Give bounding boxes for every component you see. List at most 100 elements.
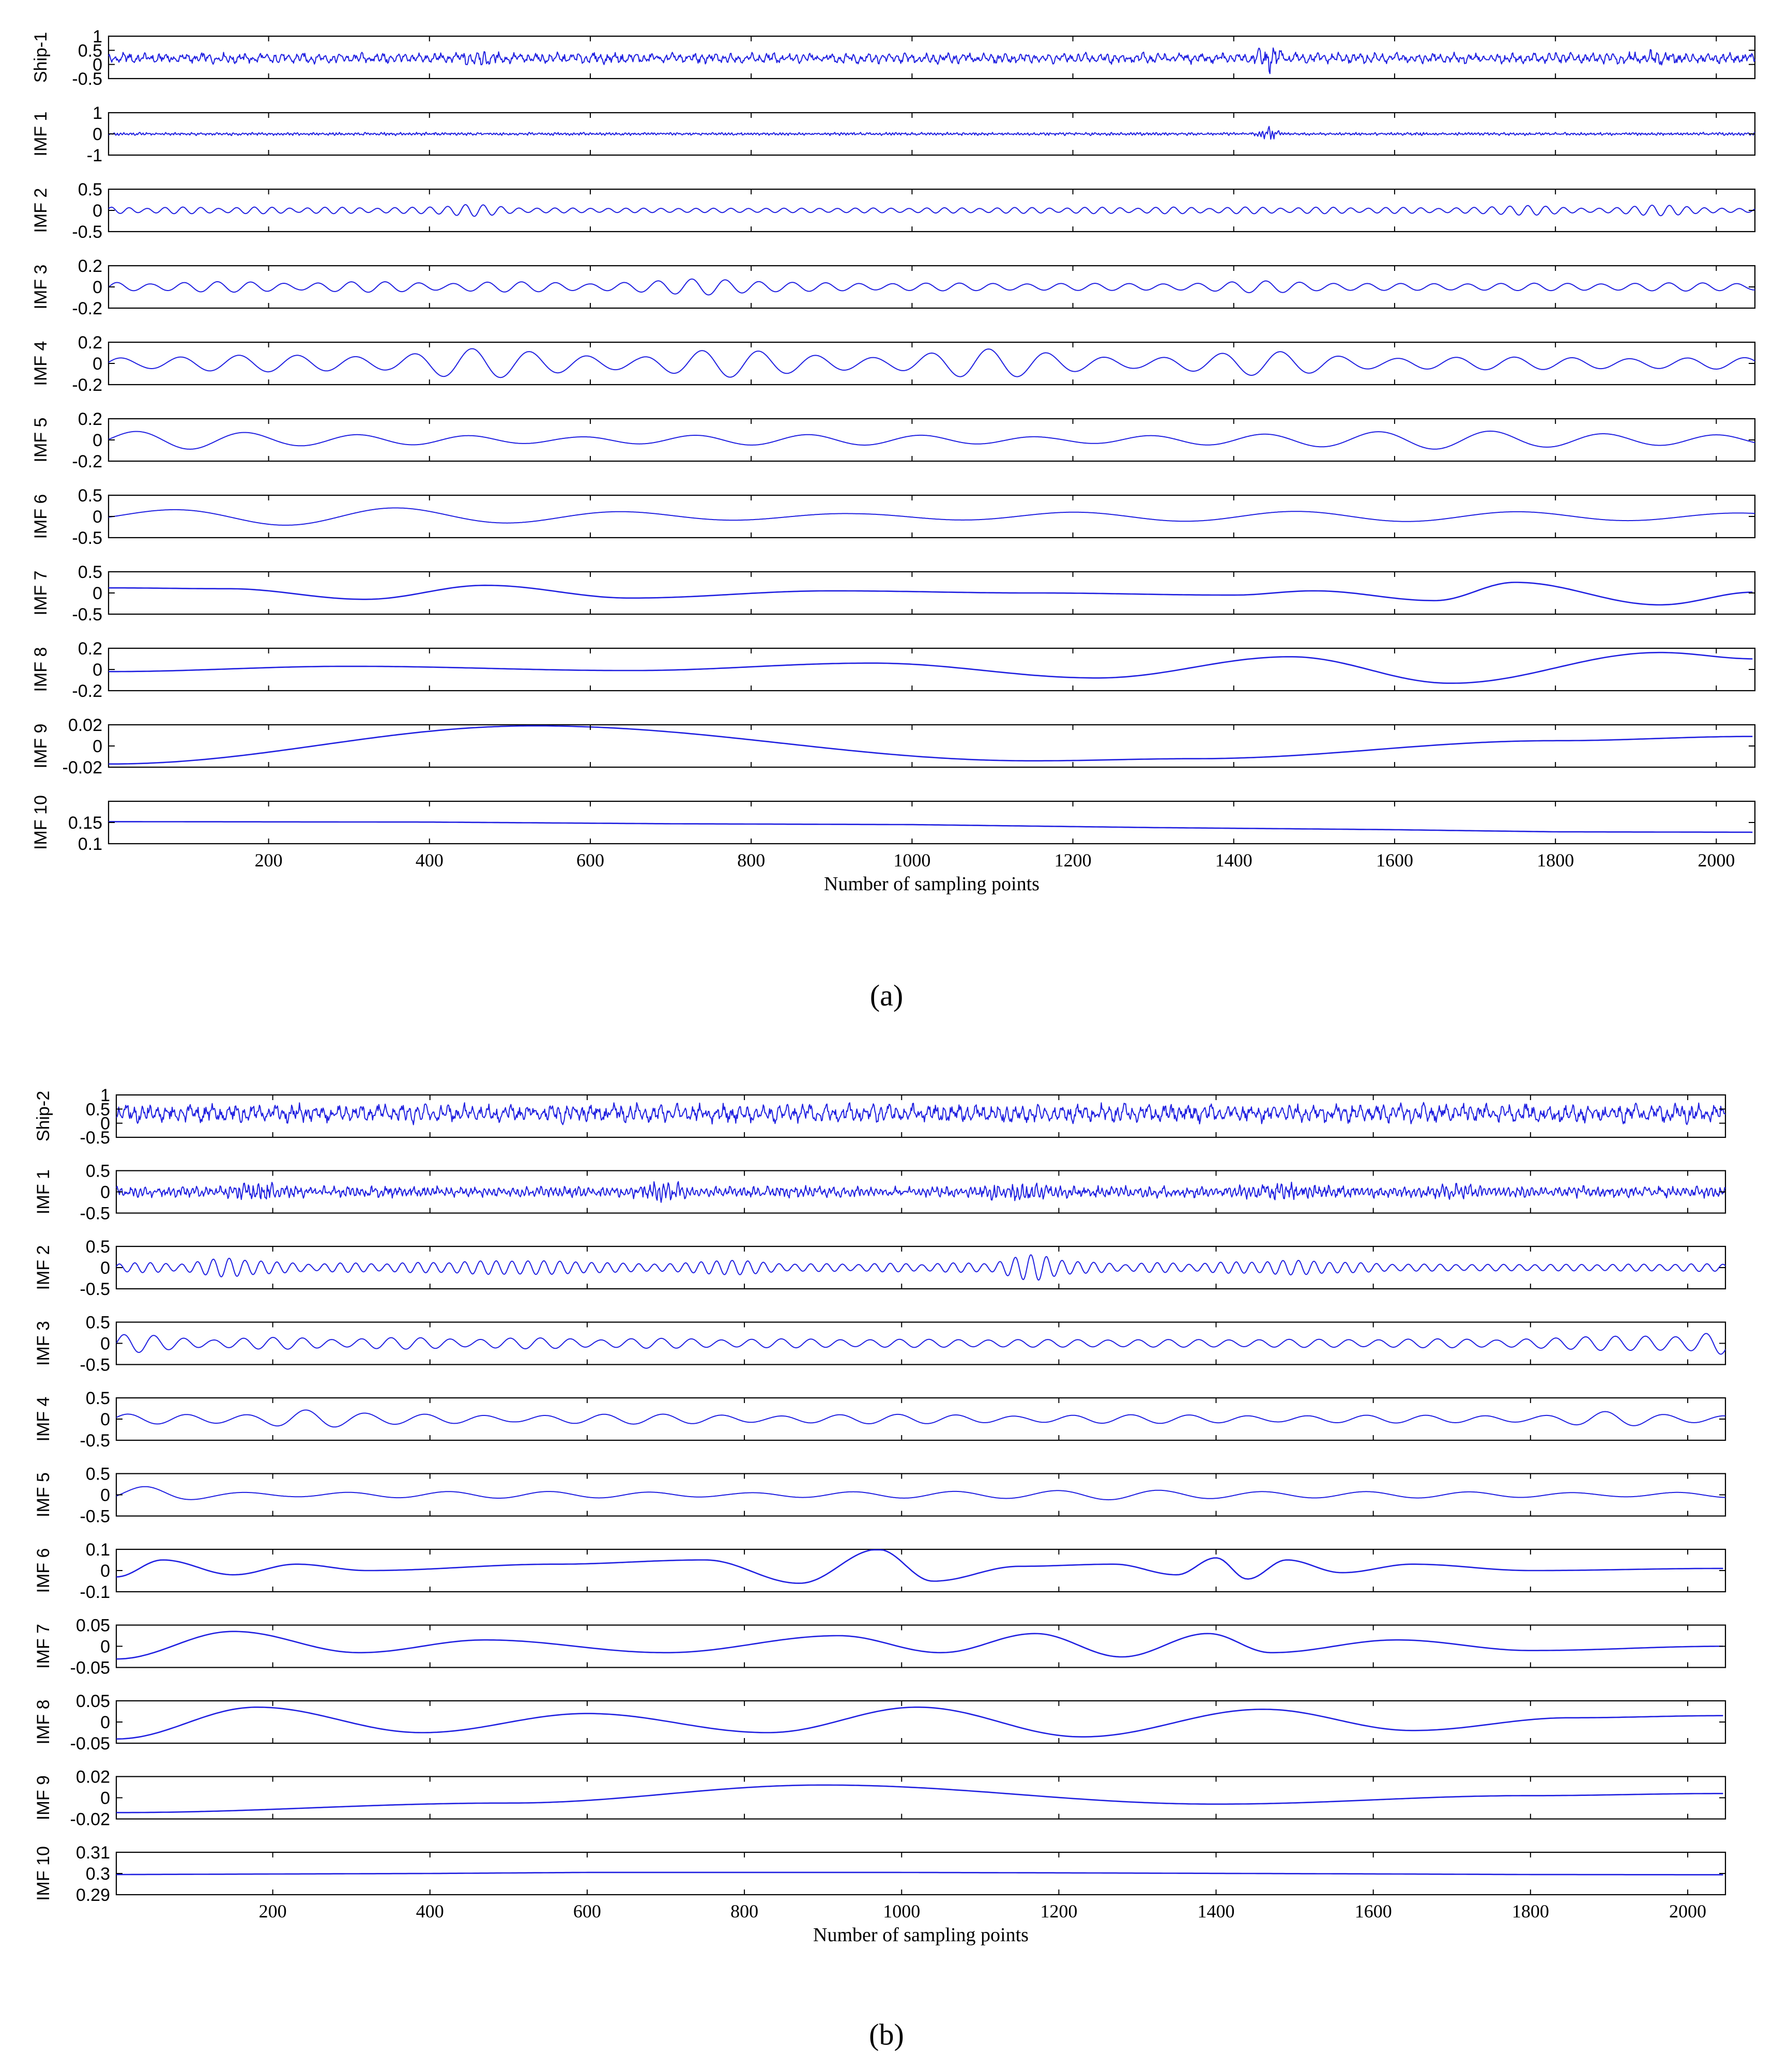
y-tick-label: -0.2	[72, 375, 102, 395]
signal-line	[108, 204, 1755, 217]
x-axis-label: Number of sampling points	[824, 873, 1040, 895]
y-tick-label: -0.02	[63, 758, 103, 778]
axes-box	[108, 35, 1756, 80]
y-tick-label: 0	[93, 55, 102, 75]
subplot-ship-1: 10.50-0.5 Ship-1	[31, 27, 1756, 89]
x-axis-label: Number of sampling points	[813, 1924, 1029, 1946]
y-axis-label: IMF 1	[34, 1169, 53, 1214]
y-axis-label: IMF 2	[31, 188, 51, 233]
y-axis-label: IMF 9	[31, 724, 51, 769]
y-tick-label: -0.5	[80, 1507, 110, 1527]
subplot-imf-6: 0.10-0.1 IMF 6	[34, 1540, 1726, 1602]
y-tick-label: 0	[93, 431, 102, 450]
signal-line	[109, 725, 1753, 765]
y-tick-label: 0.02	[76, 1768, 110, 1787]
y-tick-label: -0.2	[72, 681, 102, 701]
x-tick-label: 2000	[1669, 1901, 1706, 1922]
y-tick-label: 0.1	[86, 1540, 110, 1560]
y-tick-label: 0	[93, 125, 102, 144]
y-tick-label: 0	[93, 354, 102, 374]
subplot-imf-2: 0.50-0.5 IMF 2	[31, 180, 1756, 242]
y-tick-label: 1	[93, 103, 102, 123]
y-tick-label: 0	[93, 660, 102, 680]
signal-line	[116, 1871, 1723, 1876]
subplot-imf-6: 0.50-0.5 IMF 6	[31, 486, 1756, 548]
y-tick-label: 0.2	[78, 409, 102, 429]
x-tick-label: 1000	[893, 850, 930, 871]
subplot-imf-5: 0.5 0 -0.5 IMF 5	[34, 1465, 1726, 1527]
y-tick-label: 0	[93, 584, 102, 603]
y-tick-label: -0.5	[72, 69, 102, 89]
y-axis-label: IMF 4	[31, 341, 51, 386]
x-tick-label: 1200	[1040, 1901, 1077, 1922]
y-tick-label: 0.02	[68, 715, 102, 735]
subplot-imf-5: 0.2 0 -0.2 IMF 5	[31, 409, 1756, 471]
x-tick-label: 1800	[1537, 850, 1574, 871]
signal-line	[116, 1102, 1726, 1125]
y-axis-label: IMF 10	[34, 1846, 53, 1901]
y-tick-label: -0.05	[70, 1734, 111, 1754]
y-tick-label: 0.5	[86, 1100, 110, 1119]
signal-line	[116, 1549, 1723, 1584]
x-tick-label: 400	[416, 850, 444, 871]
y-tick-label: -0.2	[72, 452, 102, 471]
y-axis-label: IMF 7	[34, 1624, 53, 1669]
y-tick-label: 0.5	[78, 180, 102, 200]
x-tick-label: 200	[255, 850, 283, 871]
y-axis-label: IMF 2	[34, 1245, 53, 1290]
y-axis-label: IMF 8	[31, 647, 51, 692]
y-tick-label: -1	[87, 146, 102, 165]
signal-line	[109, 582, 1753, 606]
y-tick-label: 0.29	[76, 1885, 110, 1905]
y-tick-label: -0.05	[70, 1658, 111, 1678]
y-tick-label: -0.02	[70, 1810, 111, 1830]
y-tick-label: -0.5	[72, 605, 102, 624]
y-tick-label: -0.5	[80, 1431, 110, 1451]
y-tick-label: 0	[100, 1637, 110, 1657]
y-tick-label: 0.15	[68, 813, 102, 833]
subplot-imf-9: 0.02 0 -0.02 IMF 9	[34, 1768, 1726, 1830]
subplot-imf-1: 1 0 -1 IMF 1	[31, 103, 1756, 165]
subplot-imf-2: 0.50-0.5 IMF 2	[34, 1237, 1726, 1299]
signal-line	[109, 821, 1753, 833]
y-tick-label: 0	[100, 1789, 110, 1808]
signal-line	[108, 47, 1755, 74]
x-tick-label: 1600	[1355, 1901, 1392, 1922]
y-tick-label: 0.2	[78, 639, 102, 659]
y-tick-label: -0.2	[72, 299, 102, 318]
x-tick-label: 200	[259, 1901, 287, 1922]
x-tick-label: 1000	[883, 1901, 920, 1922]
subplot-imf-9: 0.02 0 -0.02 IMF 9	[31, 715, 1756, 778]
y-tick-label: 0.3	[86, 1864, 110, 1884]
subplot-imf-10: 0.310.30.29 IMF 10	[34, 1843, 1726, 1905]
x-tick-label: 1200	[1054, 850, 1092, 871]
y-axis-label: IMF 9	[34, 1775, 53, 1820]
y-axis-label: IMF 10	[31, 795, 51, 850]
signal-line	[108, 126, 1755, 140]
subplot-ship-2: 10.50-0.5 Ship-2	[34, 1086, 1726, 1148]
y-tick-label: 0	[100, 1334, 110, 1354]
y-tick-label: 0	[100, 1114, 110, 1134]
x-tick-label: 2000	[1698, 850, 1735, 871]
x-tick-label: 600	[576, 850, 604, 871]
signal-line	[108, 278, 1755, 296]
y-tick-label: 0	[100, 1410, 110, 1429]
signal-line	[116, 1333, 1726, 1355]
y-tick-label: -0.5	[80, 1204, 110, 1224]
y-tick-label: 0.5	[86, 1465, 110, 1484]
subplot-imf-8: 0.20-0.2 IMF 8	[31, 639, 1756, 701]
signal-line	[116, 1707, 1723, 1740]
y-tick-label: 0.5	[86, 1162, 110, 1181]
y-tick-label: 0	[93, 737, 102, 756]
y-tick-label: -0.5	[80, 1279, 110, 1299]
y-axis-label: IMF 5	[31, 418, 51, 463]
y-tick-label: 0	[100, 1486, 110, 1505]
caption-a: (a)	[870, 979, 903, 1012]
y-tick-label: 1	[93, 27, 102, 47]
y-tick-label: 0.5	[86, 1313, 110, 1333]
y-tick-label: 0	[100, 1258, 110, 1278]
y-tick-label: 0.31	[76, 1843, 110, 1863]
signal-line	[116, 1181, 1726, 1203]
